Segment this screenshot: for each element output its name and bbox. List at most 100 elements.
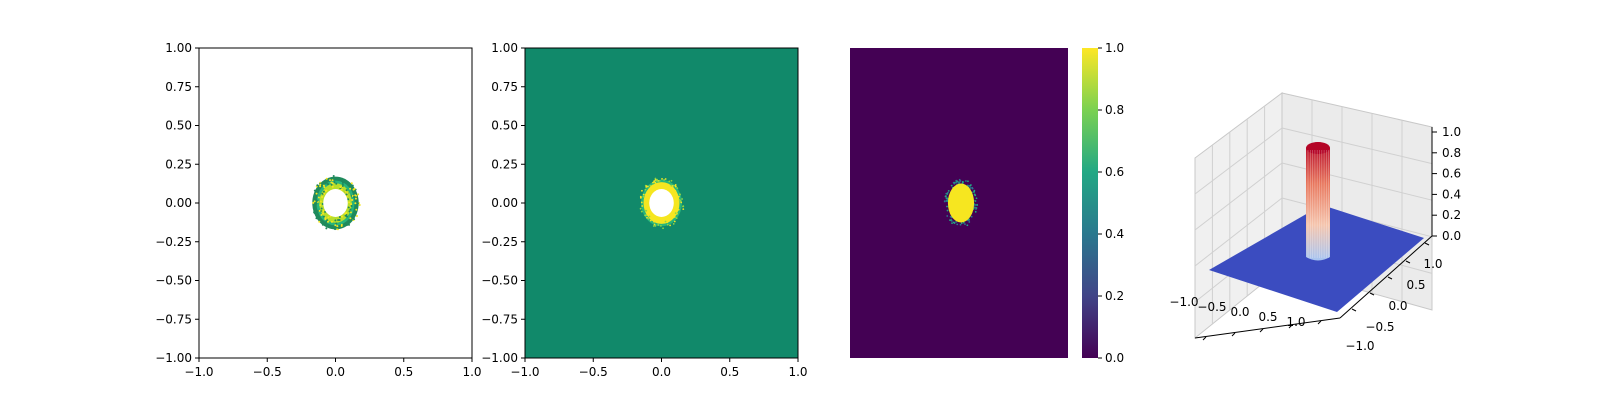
panel-1-ytick-label: −0.25: [155, 235, 192, 249]
scatter-point: [315, 217, 318, 220]
blob-point: [645, 186, 648, 188]
scatter-point: [349, 208, 352, 211]
panel-1-ytick-label: 0.00: [165, 196, 192, 210]
scatter-point: [313, 189, 316, 192]
scatter-point: [322, 212, 325, 215]
blob-point: [682, 205, 685, 208]
panel-2-ytick-label: −0.75: [481, 312, 518, 326]
scatter-point: [322, 215, 325, 218]
blob-point: [639, 195, 642, 198]
scatter-point: [323, 192, 326, 195]
blob-edge-point: [973, 193, 976, 196]
panel-4-xtick-label: 1.0: [1286, 315, 1305, 329]
blob-edge-point: [946, 209, 949, 212]
scatter-point: [341, 215, 344, 218]
scatter-point: [324, 182, 327, 185]
blob-point: [653, 223, 656, 226]
panel-2-ytick-label: 0.75: [491, 80, 518, 94]
scatter-point: [340, 224, 343, 227]
scatter-point: [338, 218, 341, 221]
blob-edge-point: [976, 204, 979, 206]
blob-point: [671, 184, 674, 187]
blob-point: [647, 217, 650, 220]
panel-4-ytick-label: 1.0: [1423, 257, 1442, 271]
blob-edge-point: [958, 181, 961, 184]
scatter-point: [337, 218, 340, 221]
blob-point: [674, 184, 677, 187]
scatter-point: [344, 223, 347, 226]
scatter-point: [354, 202, 357, 205]
blob-point: [664, 220, 667, 223]
blob-edge-point: [946, 191, 949, 194]
scatter-point: [322, 190, 325, 193]
scatter-point: [358, 204, 361, 207]
scatter-point: [316, 212, 319, 215]
scatter-point: [350, 182, 353, 185]
scatter-point: [322, 184, 325, 187]
blob-point: [642, 195, 645, 198]
panel-2-blob: [639, 177, 685, 230]
scatter-point: [336, 225, 339, 228]
panel-2-xtick-label: 0.5: [720, 365, 739, 379]
blob-edge-point: [964, 223, 966, 226]
scatter-point: [347, 198, 350, 201]
scatter-point: [346, 223, 349, 226]
blob-point: [654, 224, 657, 227]
blob-edge-point: [968, 221, 971, 223]
scatter-point: [318, 220, 321, 223]
scatter-point: [316, 184, 319, 187]
scatter-point: [331, 185, 334, 188]
panel-4-xtick-label: −1.0: [1169, 295, 1198, 309]
panel-4-ztick-label: 0.4: [1442, 187, 1461, 201]
blob-edge-point: [956, 223, 959, 226]
blob-edge-point: [971, 187, 974, 190]
panel-2-ytick-label: −0.25: [481, 235, 518, 249]
blob-point: [670, 217, 672, 220]
panel-1-ytick-label: 1.00: [165, 41, 192, 55]
panel-2-xtick-label: −0.5: [579, 365, 608, 379]
blob-point: [652, 181, 654, 184]
scatter-point: [344, 212, 347, 215]
scatter-point: [343, 179, 346, 182]
scatter-point: [327, 216, 330, 219]
scatter-point: [344, 190, 347, 193]
scatter-point: [317, 196, 320, 199]
panel-4-ytick-label: 0.5: [1406, 278, 1425, 292]
blob-point: [670, 179, 673, 182]
scatter-point: [335, 222, 338, 225]
colorbar-tick-label: 1.0: [1105, 41, 1124, 55]
blob-point: [682, 208, 685, 211]
colorbar-tick-label: 0.8: [1105, 103, 1124, 117]
panel-2-ytick-label: 0.00: [491, 196, 518, 210]
blob-edge-point: [953, 222, 956, 224]
scatter-point: [342, 180, 345, 183]
blob-edge-point: [969, 187, 972, 189]
scatter-point: [345, 213, 348, 216]
scatter-point: [324, 217, 327, 220]
scatter-point: [341, 184, 344, 187]
blob-point: [639, 207, 642, 210]
blob-point: [640, 210, 643, 213]
scatter-point: [351, 199, 354, 202]
blob-edge-point: [967, 180, 969, 183]
panel-3-blob: [943, 178, 979, 227]
blob-edge-point: [967, 219, 970, 222]
scatter-point: [339, 186, 342, 189]
blob-edge-point: [959, 223, 962, 226]
scatter-point: [334, 219, 337, 222]
panel-4-ztick-label: 0.0: [1442, 229, 1461, 243]
blob-point: [678, 195, 680, 198]
panel-2-xtick-label: 1.0: [788, 365, 807, 379]
scatter-point: [332, 174, 335, 177]
panel-1-xtick-label: 1.0: [462, 365, 481, 379]
panel-4-xtick-label: −0.5: [1197, 300, 1226, 314]
blob-edge-point: [955, 179, 958, 182]
blob-edge-point: [960, 222, 963, 225]
blob-point: [641, 189, 643, 192]
panel-1-ytick-label: 0.50: [165, 119, 192, 133]
blob-edge-point: [974, 200, 977, 202]
blob-point: [644, 193, 647, 196]
panel-4-ztick-label: 0.2: [1442, 208, 1461, 222]
scatter-point: [334, 228, 337, 231]
scatter-point: [350, 204, 353, 207]
